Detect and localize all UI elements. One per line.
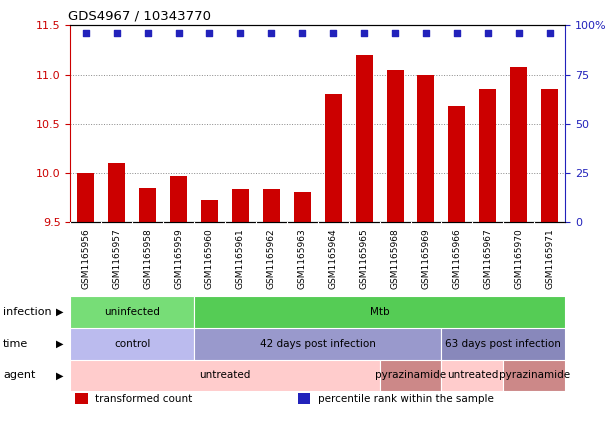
Text: 63 days post infection: 63 days post infection: [445, 339, 562, 349]
Text: transformed count: transformed count: [95, 394, 192, 404]
Text: pyrazinamide: pyrazinamide: [499, 371, 570, 380]
Bar: [503, 360, 565, 391]
Text: GSM1165958: GSM1165958: [143, 228, 152, 289]
Text: untreated: untreated: [447, 371, 498, 380]
Text: GSM1165969: GSM1165969: [422, 228, 431, 289]
Text: untreated: untreated: [199, 371, 251, 380]
Bar: [379, 360, 441, 391]
Bar: [232, 189, 249, 222]
Text: time: time: [3, 339, 28, 349]
Point: [143, 30, 153, 37]
Bar: [541, 89, 558, 222]
Text: ▶: ▶: [56, 371, 63, 380]
Point: [266, 30, 276, 37]
Bar: [442, 360, 503, 391]
Text: GSM1165963: GSM1165963: [298, 228, 307, 289]
Text: percentile rank within the sample: percentile rank within the sample: [318, 394, 494, 404]
Bar: [298, 393, 310, 404]
Bar: [70, 328, 194, 360]
Bar: [194, 296, 565, 328]
Text: Mtb: Mtb: [370, 307, 389, 317]
Text: GSM1165956: GSM1165956: [81, 228, 90, 289]
Text: GSM1165957: GSM1165957: [112, 228, 121, 289]
Point: [112, 30, 122, 37]
Bar: [387, 70, 403, 222]
Text: GSM1165964: GSM1165964: [329, 228, 338, 288]
Bar: [442, 328, 565, 360]
Bar: [77, 173, 94, 222]
Bar: [139, 188, 156, 222]
Text: GSM1165970: GSM1165970: [514, 228, 523, 289]
Text: 42 days post infection: 42 days post infection: [260, 339, 376, 349]
Text: GSM1165967: GSM1165967: [483, 228, 492, 289]
Text: GSM1165960: GSM1165960: [205, 228, 214, 289]
Text: GSM1165959: GSM1165959: [174, 228, 183, 289]
Point: [328, 30, 338, 37]
Text: GSM1165968: GSM1165968: [390, 228, 400, 289]
Point: [452, 30, 462, 37]
Point: [205, 30, 214, 37]
Text: GSM1165962: GSM1165962: [267, 228, 276, 288]
Text: ▶: ▶: [56, 339, 63, 349]
Point: [545, 30, 555, 37]
Point: [421, 30, 431, 37]
Bar: [263, 189, 280, 222]
Bar: [70, 296, 194, 328]
Text: GSM1165971: GSM1165971: [545, 228, 554, 289]
Bar: [194, 328, 442, 360]
Point: [174, 30, 183, 37]
Text: agent: agent: [3, 371, 35, 380]
Bar: [108, 163, 125, 222]
Text: infection: infection: [3, 307, 52, 317]
Point: [359, 30, 369, 37]
Text: ▶: ▶: [56, 307, 63, 317]
Text: GSM1165961: GSM1165961: [236, 228, 245, 289]
Bar: [324, 94, 342, 222]
Text: GSM1165965: GSM1165965: [360, 228, 368, 289]
Bar: [294, 192, 311, 222]
Text: GDS4967 / 10343770: GDS4967 / 10343770: [68, 10, 211, 23]
Bar: [75, 393, 87, 404]
Point: [235, 30, 245, 37]
Point: [483, 30, 492, 37]
Point: [298, 30, 307, 37]
Bar: [356, 55, 373, 222]
Text: GSM1165966: GSM1165966: [452, 228, 461, 289]
Bar: [70, 360, 379, 391]
Text: uninfected: uninfected: [104, 307, 160, 317]
Bar: [480, 89, 496, 222]
Bar: [201, 201, 218, 222]
Point: [390, 30, 400, 37]
Text: pyrazinamide: pyrazinamide: [375, 371, 446, 380]
Point: [81, 30, 90, 37]
Bar: [170, 176, 187, 222]
Text: control: control: [114, 339, 150, 349]
Point: [514, 30, 524, 37]
Bar: [510, 67, 527, 222]
Bar: [448, 106, 466, 222]
Bar: [417, 74, 434, 222]
